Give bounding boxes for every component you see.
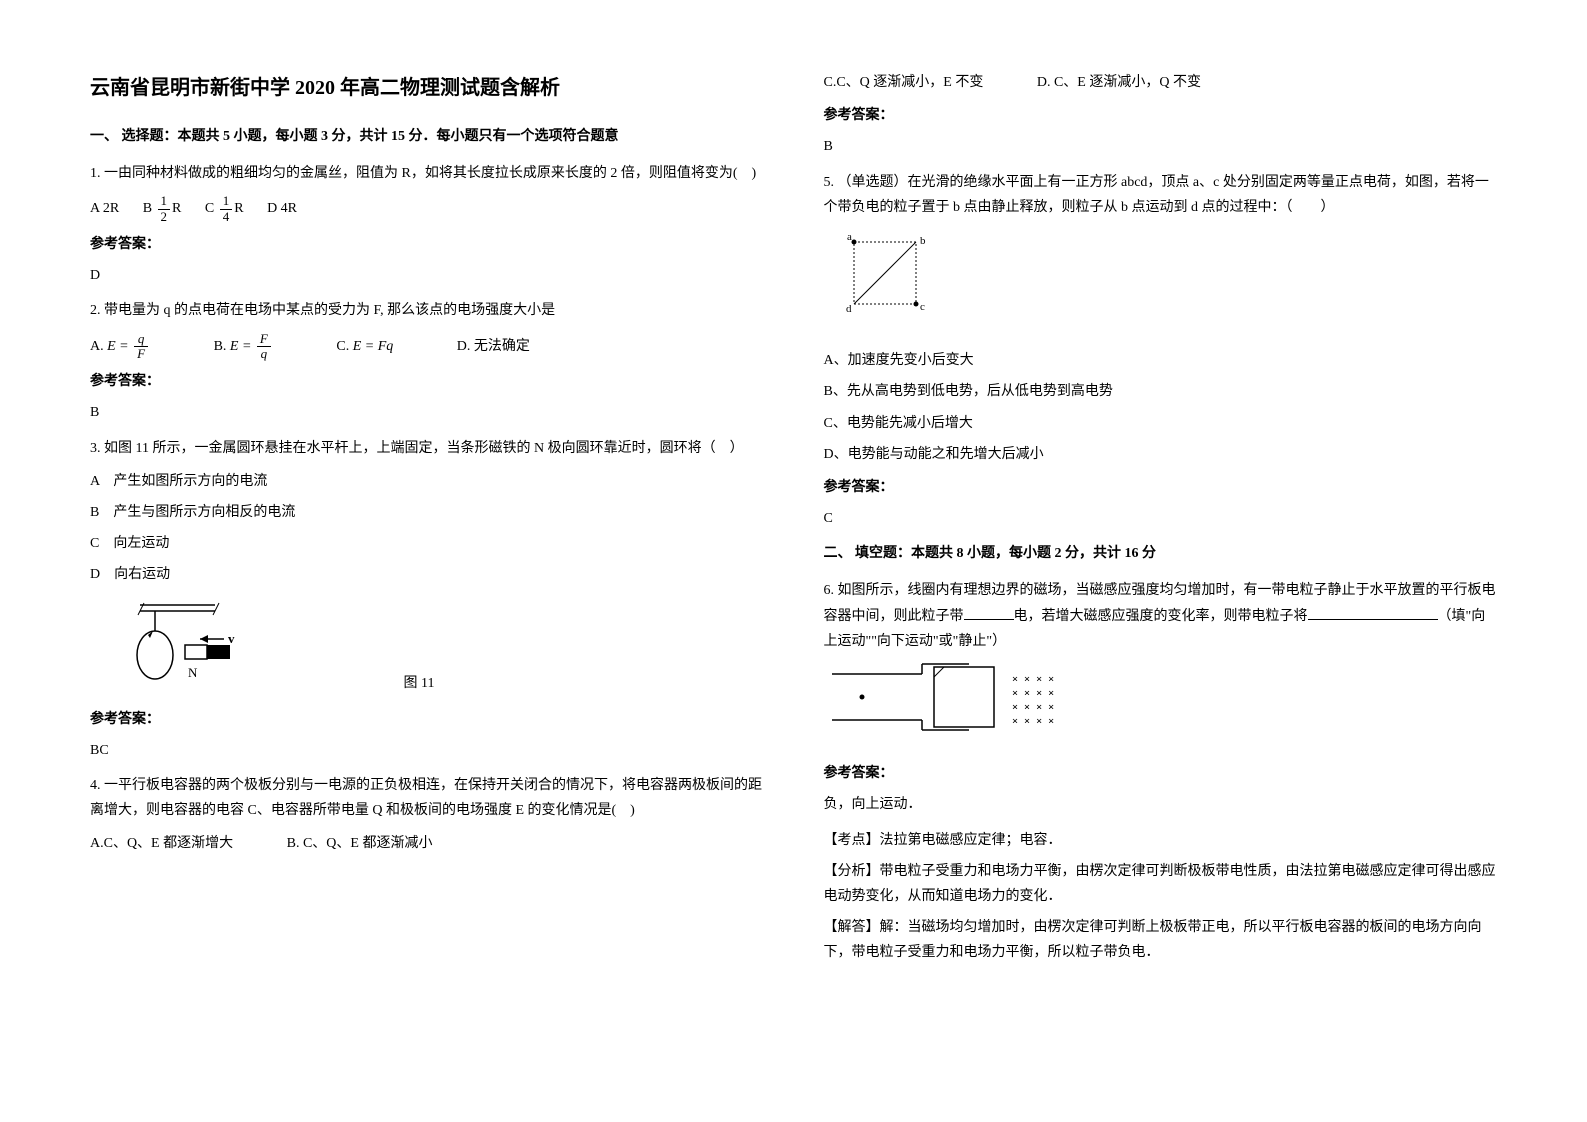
right-column: C.C、Q 逐渐减小，E 不变 D. C、E 逐渐减小，Q 不变 参考答案： B… — [824, 70, 1498, 1052]
ring-magnet-icon: v N — [120, 597, 260, 687]
q4-answer-label: 参考答案： — [824, 103, 1498, 128]
svg-text:d: d — [846, 303, 852, 315]
svg-text:c: c — [920, 301, 925, 313]
q6-fenxi: 【分析】带电粒子受重力和电场力平衡，由楞次定律可判断极板带电性质，由法拉第电磁感… — [824, 859, 1498, 909]
q5-optC: C、电势能先减小后增大 — [824, 411, 1498, 436]
section1-header: 一、 选择题：本题共 5 小题，每小题 3 分，共计 15 分．每小题只有一个选… — [90, 124, 764, 149]
q2-options: A. E = q F B. E = F q C. E = Fq D. 无法确定 — [90, 332, 764, 362]
fraction-1-2: 1 2 — [158, 194, 171, 224]
q3-optB: B 产生与图所示方向相反的电流 — [90, 500, 764, 525]
q2-eqA-prefix: E = — [107, 339, 129, 354]
square-charges-icon: a b c d — [834, 230, 944, 325]
q6-jieda: 【解答】解：当磁场均匀增加时，由楞次定律可判断上极板带正电，所以平行板电容器的板… — [824, 915, 1498, 965]
fraction-q-F: q F — [134, 332, 148, 362]
q5-answer-label: 参考答案： — [824, 475, 1498, 500]
q2-optB-label: B. — [214, 339, 227, 354]
svg-text:× × × ×: × × × × — [1012, 688, 1054, 699]
q2-answer-label: 参考答案： — [90, 369, 764, 394]
q4-optB: B. C、Q、E 都逐渐减小 — [287, 831, 433, 856]
q6-diagram: × × × × × × × × × × × × × × × × — [824, 662, 1498, 751]
q1-answer: D — [90, 263, 764, 288]
page-title: 云南省昆明市新街中学 2020 年高二物理测试题含解析 — [90, 70, 764, 106]
q6-answer: 负，向上运动． — [824, 792, 1498, 817]
q3-optC: C 向左运动 — [90, 531, 764, 556]
q3-optA: A 产生如图所示方向的电流 — [90, 469, 764, 494]
q2-optA: A. E = q F — [90, 332, 150, 362]
q3-answer: BC — [90, 738, 764, 763]
question-6: 6. 如图所示，线圈内有理想边界的磁场，当磁感应强度均匀增加时，有一带电粒子静止… — [824, 578, 1498, 965]
q2-answer: B — [90, 400, 764, 425]
q3-text: 3. 如图 11 所示，一金属圆环悬挂在水平杆上，上端固定，当条形磁铁的 N 极… — [90, 436, 764, 461]
q1-optC-suffix: R — [234, 201, 243, 216]
svg-text:b: b — [920, 235, 926, 247]
q2-eqB-prefix: E = — [230, 339, 252, 354]
q2-text: 2. 带电量为 q 的点电荷在电场中某点的受力为 F, 那么该点的电场强度大小是 — [90, 298, 764, 323]
fraction-1-4: 1 4 — [220, 194, 233, 224]
q4-text: 4. 一平行板电容器的两个极板分别与一电源的正负极相连，在保持开关闭合的情况下，… — [90, 773, 764, 823]
question-2: 2. 带电量为 q 的点电荷在电场中某点的受力为 F, 那么该点的电场强度大小是… — [90, 298, 764, 425]
svg-text:a: a — [847, 231, 852, 243]
q1-optC: C 1 4 R — [205, 194, 244, 224]
q6-text-p2: 电，若增大磁感应强度的变化率，则带电粒子将 — [1014, 609, 1308, 624]
q6-kaodian: 【考点】法拉第电磁感应定律；电容． — [824, 828, 1498, 853]
svg-text:× × × ×: × × × × — [1012, 674, 1054, 685]
q2-optD: D. 无法确定 — [457, 334, 530, 359]
q4-answer: B — [824, 134, 1498, 159]
q2-optC: C. E = Fq — [336, 334, 393, 359]
q2-optA-label: A. — [90, 339, 104, 354]
q5-answer: C — [824, 506, 1498, 531]
blank-2 — [1308, 606, 1438, 620]
q4-optA: A.C、Q、E 都逐渐增大 — [90, 831, 233, 856]
q3-optD: D 向右运动 — [90, 562, 764, 587]
svg-text:× × × ×: × × × × — [1012, 716, 1054, 727]
blank-1 — [964, 606, 1014, 620]
svg-text:N: N — [188, 665, 198, 680]
q2-optB: B. E = F q — [214, 332, 273, 362]
q2-optC-label: C. — [336, 339, 349, 354]
q4-optD: D. C、E 逐渐减小，Q 不变 — [1037, 70, 1201, 95]
left-column: 云南省昆明市新街中学 2020 年高二物理测试题含解析 一、 选择题：本题共 5… — [90, 70, 764, 1052]
capacitor-coil-icon: × × × × × × × × × × × × × × × × — [824, 662, 1084, 742]
q5-optA: A、加速度先变小后变大 — [824, 348, 1498, 373]
svg-text:v: v — [228, 631, 235, 646]
question-3: 3. 如图 11 所示，一金属圆环悬挂在水平杆上，上端固定，当条形磁铁的 N 极… — [90, 436, 764, 764]
q1-options: A 2R B 1 2 R C 1 4 R D 4R — [90, 194, 764, 224]
q2-optC-formula: E = Fq — [353, 339, 394, 354]
q6-answer-label: 参考答案： — [824, 761, 1498, 786]
question-1: 1. 一由同种材料做成的粗细均匀的金属丝，阻值为 R，如将其长度拉长成原来长度的… — [90, 161, 764, 288]
q1-optB: B 1 2 R — [143, 194, 182, 224]
q1-text: 1. 一由同种材料做成的粗细均匀的金属丝，阻值为 R，如将其长度拉长成原来长度的… — [90, 161, 764, 186]
q5-diagram: a b c d — [834, 230, 1498, 334]
q5-optD: D、电势能与动能之和先增大后减小 — [824, 442, 1498, 467]
q4-optC: C.C、Q 逐渐减小，E 不变 — [824, 70, 984, 95]
question-4: 4. 一平行板电容器的两个极板分别与一电源的正负极相连，在保持开关闭合的情况下，… — [90, 773, 764, 857]
q4-options-row2: C.C、Q 逐渐减小，E 不变 D. C、E 逐渐减小，Q 不变 — [824, 70, 1498, 95]
q5-optB: B、先从高电势到低电势，后从低电势到高电势 — [824, 379, 1498, 404]
q1-answer-label: 参考答案： — [90, 232, 764, 257]
q1-optB-prefix: B — [143, 201, 152, 216]
section2-header: 二、 填空题：本题共 8 小题，每小题 2 分，共计 16 分 — [824, 541, 1498, 566]
q4-options-row1: A.C、Q、E 都逐渐增大 B. C、Q、E 都逐渐减小 — [90, 831, 764, 856]
question-5: 5. （单选题）在光滑的绝缘水平面上有一正方形 abcd，顶点 a、c 处分别固… — [824, 170, 1498, 532]
q1-optD: D 4R — [267, 196, 297, 221]
q5-text: 5. （单选题）在光滑的绝缘水平面上有一正方形 abcd，顶点 a、c 处分别固… — [824, 170, 1498, 220]
svg-text:× × × ×: × × × × — [1012, 702, 1054, 713]
q3-answer-label: 参考答案： — [90, 707, 764, 732]
fraction-F-q: F q — [257, 332, 271, 362]
q3-diagram: v N 图 11 — [120, 597, 764, 696]
q6-text: 6. 如图所示，线圈内有理想边界的磁场，当磁感应强度均匀增加时，有一带电粒子静止… — [824, 578, 1498, 654]
q1-optB-suffix: R — [172, 201, 181, 216]
q1-optC-prefix: C — [205, 201, 214, 216]
q3-diagram-label: 图 11 — [404, 671, 435, 696]
q1-optA: A 2R — [90, 196, 119, 221]
